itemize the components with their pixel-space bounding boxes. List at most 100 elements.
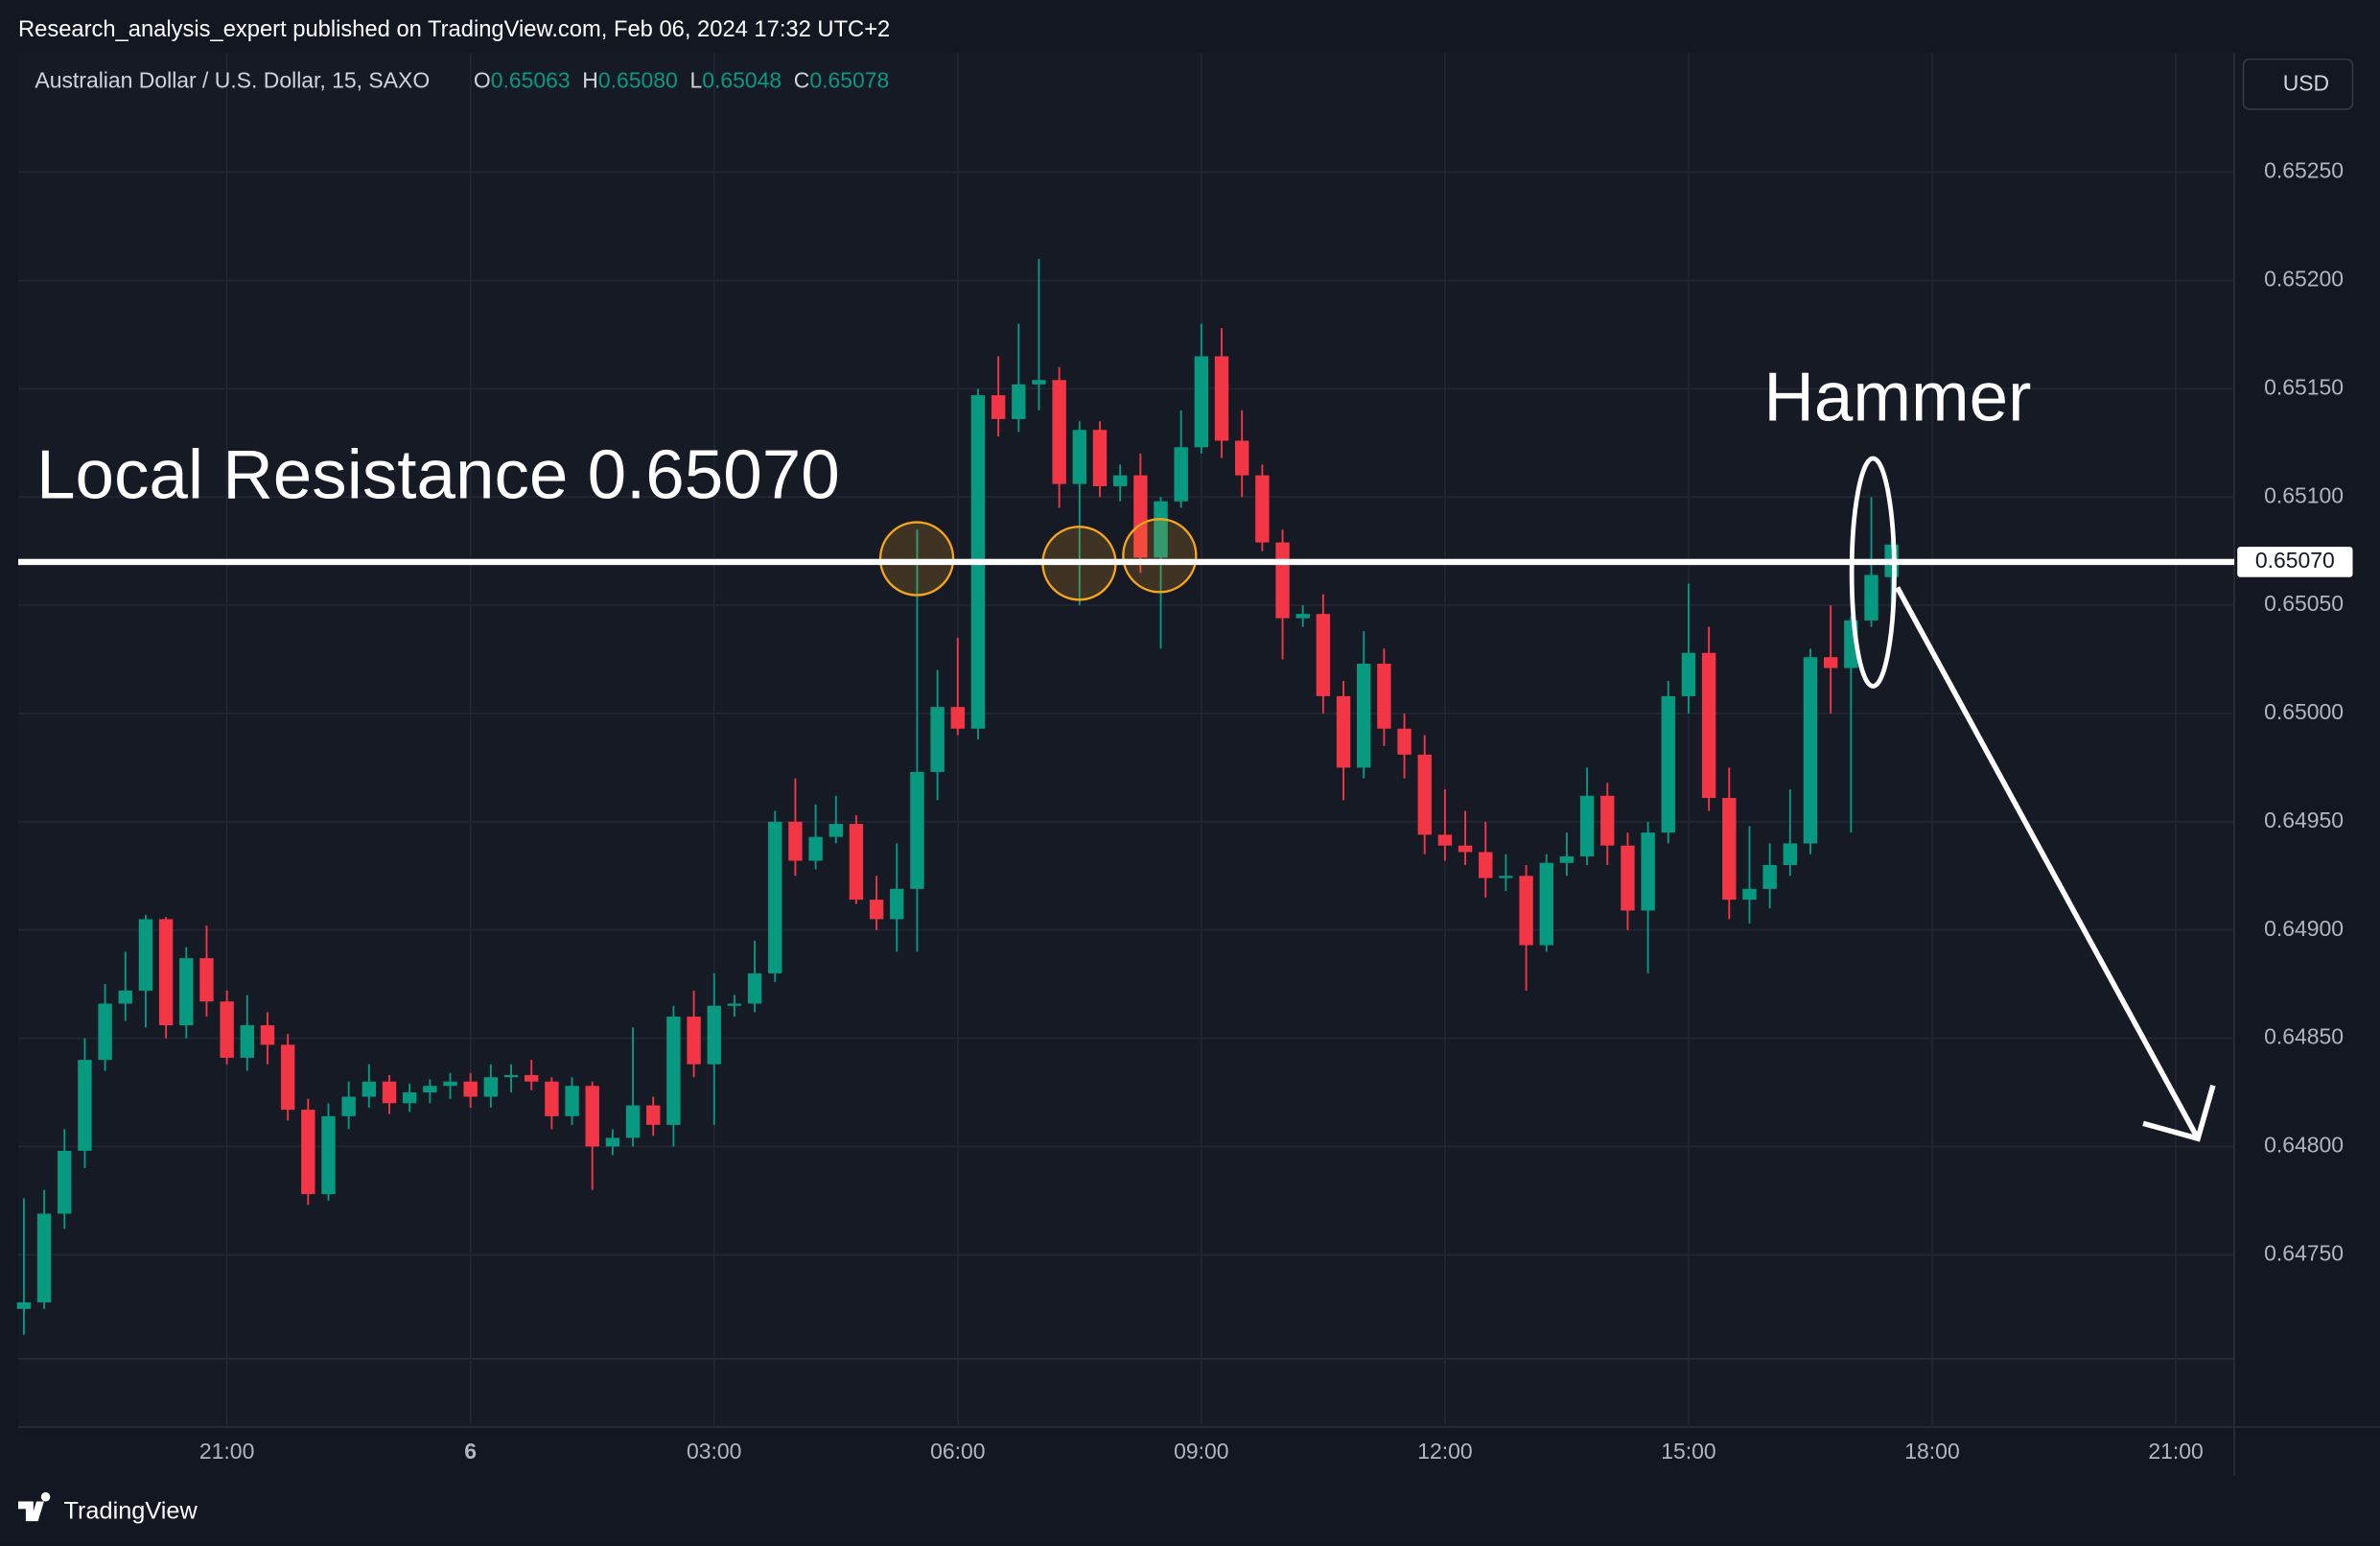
candle-body (1336, 695, 1351, 768)
candle-body (1214, 356, 1229, 441)
candle-body (78, 1060, 92, 1151)
candle-body (525, 1074, 539, 1082)
plot-area (17, 53, 2235, 1427)
candle-body (199, 958, 214, 1002)
ohlc-value: 0.65080 (598, 68, 678, 93)
x-tick-label: 03:00 (687, 1439, 741, 1464)
candle-body (1072, 430, 1087, 484)
candle-body (1437, 834, 1453, 846)
currency-button[interactable] (2242, 58, 2354, 110)
y-tick-label: 0.65150 (2264, 374, 2344, 399)
pattern-annotation: Hammer (1763, 359, 2031, 436)
candle-body (646, 1105, 661, 1125)
candle-body (808, 836, 823, 861)
candle-body (240, 1025, 255, 1058)
candle-body (930, 707, 945, 772)
candle-body (118, 990, 132, 1004)
candle-body (1742, 888, 1757, 901)
candle-body (1803, 657, 1818, 844)
resistance-annotation: Local Resistance 0.65070 (36, 435, 840, 513)
candle-body (1722, 798, 1737, 901)
candle-body (341, 1096, 356, 1116)
x-tick-label: 18:00 (1904, 1439, 1959, 1464)
candle-body (585, 1086, 599, 1147)
arrow-head (2142, 1085, 2216, 1142)
candle-body (545, 1081, 559, 1116)
candle-body (1539, 862, 1553, 946)
x-tick-label: 15:00 (1661, 1439, 1715, 1464)
ohlc-label: L (689, 68, 702, 93)
candle-body (1519, 876, 1533, 946)
candle-body (1133, 475, 1148, 558)
candle-body (36, 1213, 52, 1303)
candle-body (1579, 795, 1595, 856)
candle-body (1234, 440, 1249, 476)
candle-body (402, 1092, 417, 1104)
published-line: Research_analysis_expert published on Tr… (18, 17, 890, 42)
y-tick-label: 0.65050 (2264, 591, 2344, 616)
currency-label: USD (2283, 71, 2329, 96)
candle-body (503, 1074, 519, 1078)
candle-body (1032, 380, 1046, 385)
y-tick-label: 0.64900 (2264, 916, 2344, 941)
candle-body (1864, 574, 1878, 621)
candle-body (1762, 864, 1777, 889)
candle-body (1316, 614, 1331, 696)
symbol: Australian Dollar / U.S. Dollar, 15, SAX… (35, 68, 430, 93)
arrow-shaft (1895, 586, 2201, 1140)
candle-body (1783, 843, 1798, 865)
y-tick-label: 0.65200 (2264, 267, 2344, 292)
hammer-ellipse (1849, 456, 1897, 689)
resistance-price-label: 0.65070 (2255, 548, 2335, 573)
candle-body (869, 900, 884, 920)
candle-body (625, 1105, 641, 1138)
candle-body (1295, 614, 1310, 619)
candle-body (666, 1017, 681, 1125)
candle-body (1397, 728, 1412, 755)
candle-body (179, 958, 194, 1026)
ohlc-label: H (582, 68, 598, 93)
annotations: Local Resistance 0.65070 Hammer (17, 359, 2235, 1142)
x-tick-label: 06:00 (930, 1439, 985, 1464)
x-tick-label: 09:00 (1174, 1439, 1228, 1464)
candle-body (463, 1081, 478, 1097)
candle-body (1154, 501, 1168, 558)
logo-mark (17, 1492, 51, 1522)
candle-body (1701, 652, 1716, 799)
candle-body (1357, 664, 1371, 768)
y-tick-label: 0.64850 (2264, 1024, 2344, 1049)
candle-body (605, 1137, 620, 1147)
candle-body (768, 821, 782, 973)
tradingview-logo: TradingView (17, 1492, 198, 1524)
candle-body (1499, 876, 1513, 878)
candle-body (950, 707, 965, 729)
candle-body (260, 1025, 275, 1045)
candle-body (1112, 475, 1128, 486)
candle-body (280, 1044, 295, 1111)
ohlc-readout: O0.65063 H0.65080 L0.65048 C0.65078 (474, 68, 889, 93)
logo-text: TradingView (63, 1497, 198, 1524)
y-tick-label: 0.65100 (2264, 482, 2344, 507)
candle-body (747, 972, 762, 1004)
candle-body (1092, 430, 1108, 486)
candle-body (687, 1017, 701, 1065)
candle-body (220, 1001, 234, 1058)
resistance-price-tag (2237, 547, 2353, 577)
candle-body (1194, 356, 1209, 448)
x-tick-label: 21:00 (199, 1439, 254, 1464)
candle-body (301, 1110, 315, 1195)
candle-body (890, 888, 904, 920)
candle-body (1823, 657, 1838, 668)
grid (17, 53, 2235, 1427)
ohlc-value: 0.65048 (702, 68, 782, 93)
ohlc-label: O (474, 68, 491, 93)
candle-body (1417, 754, 1432, 835)
candle-body (98, 1003, 112, 1061)
candle-body (828, 824, 843, 837)
candle-body (1559, 855, 1575, 863)
candle-body (382, 1081, 397, 1104)
y-tick-label: 0.64950 (2264, 808, 2344, 832)
candle-body (321, 1115, 336, 1195)
ohlc-value: 0.65078 (809, 68, 889, 93)
